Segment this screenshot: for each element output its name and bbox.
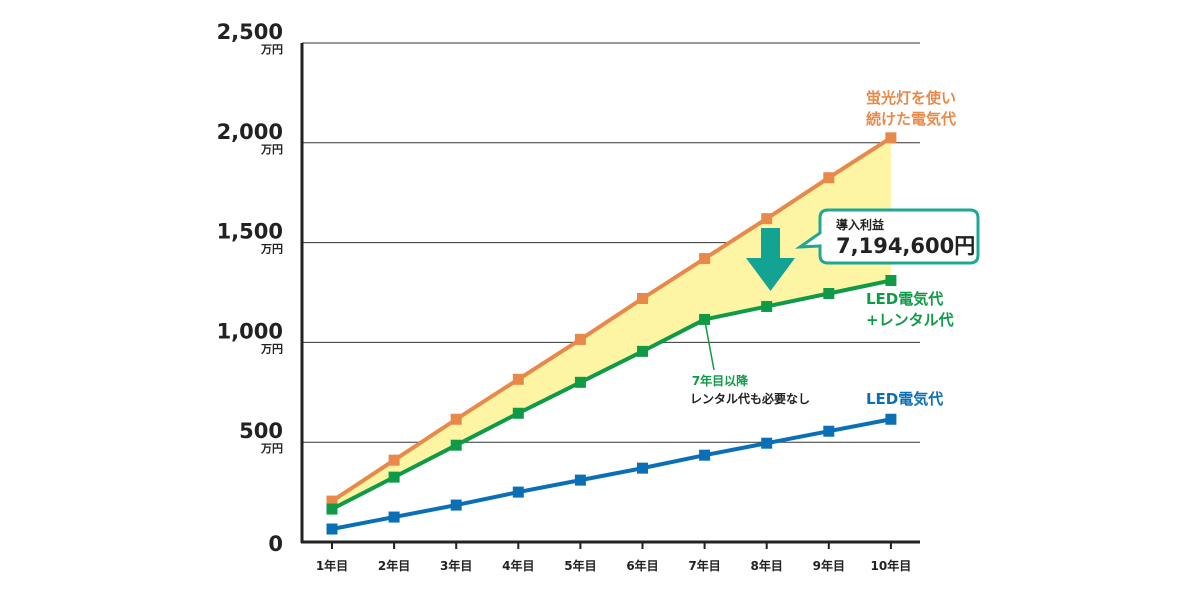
down-arrow-icon: [746, 228, 795, 291]
callout-title: 導入利益: [836, 217, 884, 232]
series-label-led_rental: +レンタル代: [866, 311, 954, 329]
data-point: [699, 449, 711, 461]
y-tick-unit: 万円: [260, 442, 283, 455]
data-point: [574, 376, 586, 388]
y-tick-unit: 万円: [260, 243, 283, 256]
x-tick-label: 6年目: [626, 558, 658, 573]
x-tick-label: 7年目: [688, 558, 720, 573]
y-tick-label: 2,000: [217, 120, 283, 144]
series-label-fluorescent: 続けた電気代: [866, 110, 956, 128]
data-point: [885, 413, 897, 425]
data-point: [512, 373, 524, 385]
data-point: [512, 486, 524, 498]
series-led_rental: [326, 275, 897, 515]
benefit-arrow: [746, 228, 795, 291]
grid-lines: [302, 42, 920, 443]
x-axis-ticks: 1年目 2年目 3年目 4年目 5年目 6年目 7年目 8年目 9年目 10年目: [316, 542, 911, 573]
y-tick-label: 500: [239, 419, 283, 443]
y-tick-label: 0: [268, 532, 283, 556]
data-point: [699, 253, 711, 265]
x-tick-label: 4年目: [502, 558, 534, 573]
y-tick-unit: 万円: [260, 43, 283, 56]
callout-box: [794, 208, 980, 265]
series-led: [326, 413, 897, 535]
data-point: [574, 333, 586, 345]
data-point: [450, 439, 462, 451]
data-point: [637, 345, 648, 357]
data-point: [761, 213, 773, 225]
data-point: [574, 474, 586, 486]
note-line1: 7年目以降: [692, 373, 749, 388]
data-point: [637, 462, 648, 474]
note-line2: レンタル代も必要なし: [690, 391, 810, 406]
x-tick-label: 1年目: [316, 558, 348, 573]
data-point: [388, 511, 400, 523]
series-line-led: [331, 417, 892, 531]
series-line-led_rental: [331, 278, 892, 511]
data-point: [326, 503, 338, 515]
series-lines: [326, 132, 897, 535]
data-point: [761, 300, 773, 312]
x-tick-label: 9年目: [813, 558, 845, 573]
data-point: [388, 471, 400, 483]
note-annotation: 7年目以降 レンタル代も必要なし: [690, 319, 810, 406]
data-point: [885, 275, 897, 287]
data-point: [823, 425, 835, 437]
data-point: [761, 437, 773, 449]
axes: [300, 43, 920, 544]
y-tick-label: 1,000: [217, 319, 283, 343]
y-tick-label: 1,500: [217, 220, 283, 244]
data-point: [450, 413, 462, 425]
series-label-fluorescent: 蛍光灯を使い: [866, 89, 956, 107]
x-tick-label: 10年目: [871, 558, 912, 573]
data-point: [326, 523, 338, 535]
series-line-fluorescent: [330, 136, 892, 503]
series-label-led_rental: LED電気代: [866, 290, 943, 308]
x-tick-label: 8年目: [751, 558, 783, 573]
data-point: [388, 454, 400, 466]
x-tick-label: 2年目: [378, 558, 410, 573]
y-tick-label: 2,500: [217, 20, 283, 44]
benefit-callout: 導入利益 7,194,600円: [794, 208, 980, 265]
y-tick-unit: 万円: [260, 342, 283, 355]
data-point: [885, 132, 897, 144]
data-point: [326, 495, 338, 507]
series-fluorescent: [326, 132, 897, 507]
callout-value: 7,194,600円: [836, 234, 975, 258]
data-point: [450, 499, 462, 511]
note-leader-line: [703, 319, 715, 371]
data-point: [512, 407, 524, 419]
y-tick-unit: 万円: [260, 143, 283, 156]
series-label-led: LED電気代: [866, 390, 943, 408]
x-tick-label: 3年目: [440, 558, 472, 573]
data-point: [823, 287, 835, 299]
x-tick-label: 5年目: [564, 558, 596, 573]
data-point: [823, 172, 835, 184]
data-point: [637, 292, 648, 304]
